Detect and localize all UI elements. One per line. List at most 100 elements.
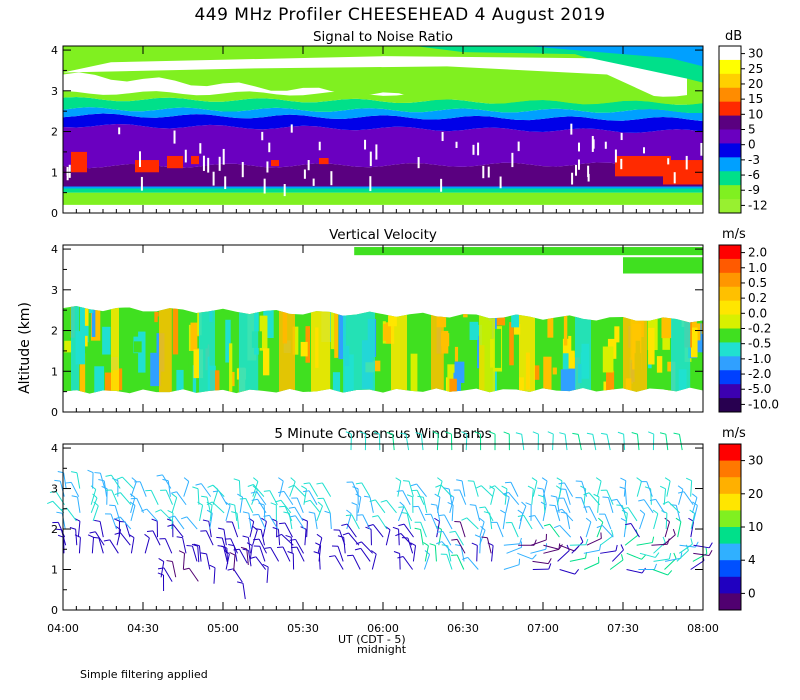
wind-barb (565, 489, 571, 505)
colorbar-swatch (719, 171, 741, 186)
wind-barb (109, 539, 119, 554)
wind-barb-flag (489, 485, 495, 489)
velocity-cell (83, 335, 88, 347)
wind-barb (277, 529, 281, 546)
wind-barb-flag (403, 480, 410, 482)
wind-barb-flag (558, 544, 563, 550)
wind-barb-flag (620, 517, 627, 522)
wind-barb-flag (548, 563, 552, 570)
wind-barb (449, 497, 455, 513)
wind-barb-flag (641, 567, 646, 574)
wind-barb (420, 529, 424, 546)
snr-gap (517, 141, 520, 152)
wind-barb (124, 521, 131, 538)
velocity-cell (543, 356, 552, 391)
wind-barb (317, 537, 323, 554)
wind-barb (186, 516, 198, 530)
colorbar-swatch (719, 560, 741, 578)
wind-barb-flag (461, 431, 468, 435)
colorbar-swatch (719, 314, 741, 329)
wind-barb (283, 491, 294, 506)
snr-red-patch (167, 155, 183, 169)
wind-barb-flag (580, 485, 586, 490)
velocity-upper-band-right (623, 257, 703, 274)
wind-barb-flag (365, 526, 372, 530)
wind-barb (690, 560, 705, 570)
velocity-streak (199, 306, 215, 394)
wind-barb-flag (167, 524, 174, 527)
wind-barb-flag (558, 482, 565, 485)
wind-barb-flag (342, 532, 349, 536)
wind-barb (245, 498, 254, 514)
wind-barb (494, 485, 507, 497)
wind-barb (405, 434, 410, 451)
wind-barb (150, 490, 159, 505)
wind-barb-flag (288, 506, 295, 509)
wind-barb (448, 488, 453, 505)
colorbar-label: 30 (748, 454, 763, 468)
wind-barb (677, 521, 682, 538)
wind-barb-flag (437, 477, 443, 482)
wind-barb-flag (233, 548, 240, 551)
wind-barb-flag (572, 432, 579, 435)
wind-barb-flag (285, 534, 292, 538)
wind-barb-flag (252, 485, 258, 491)
wind-barb-flag (406, 494, 413, 498)
velocity-cell (259, 315, 268, 351)
wind-barb-flag (151, 518, 158, 522)
wind-barb-flag (531, 477, 538, 482)
wind-barb-flag (690, 538, 693, 545)
wind-barb-flag (217, 527, 225, 530)
velocity-cell (606, 370, 615, 394)
wind-barb-flag (481, 536, 488, 539)
wind-barb (479, 530, 486, 546)
wind-barb (90, 497, 98, 514)
colorbar-label: -9 (748, 183, 760, 197)
colorbar-label: 0 (748, 586, 756, 600)
wind-barb-flag (380, 499, 387, 503)
wind-barb-flag (47, 500, 53, 505)
wind-barb (226, 548, 229, 565)
wind-barb (172, 524, 184, 538)
wind-barb (542, 505, 547, 522)
wind-barb-flag (708, 542, 713, 549)
wind-barb-flag (449, 530, 456, 533)
wind-barb (308, 490, 318, 505)
snr-gap (685, 155, 688, 170)
snr-gap (268, 142, 271, 153)
wind-barb-flag (386, 432, 393, 435)
wind-barb (116, 529, 122, 546)
wind-barb (198, 545, 202, 562)
velocity-cell (454, 361, 465, 383)
wind-barb (209, 504, 213, 521)
wind-barb-flag (708, 549, 713, 556)
wind-barb-flag (364, 495, 371, 498)
colorbar-swatch (719, 460, 741, 478)
wind-barb-flag (415, 432, 422, 435)
wind-barb (92, 505, 99, 522)
wind-barb (200, 483, 212, 497)
colorbar-label: -12 (748, 198, 768, 212)
wind-barb-flag (619, 486, 626, 490)
x-tick-label: 06:00 (367, 622, 399, 635)
wind-barb-flag (429, 543, 436, 546)
wind-barb-flag (392, 526, 399, 530)
wind-barb (372, 524, 384, 538)
wind-barb-flag (247, 484, 254, 487)
velocity-streak (575, 306, 591, 394)
wind-barb-flag (253, 538, 260, 541)
wind-barb-flag (685, 477, 692, 482)
wind-barb-flag (489, 431, 496, 435)
snr-layer (63, 162, 703, 187)
wind-barb (586, 538, 602, 546)
wind-barb (234, 504, 238, 521)
wind-barb-flag (689, 509, 695, 514)
wind-barb (385, 529, 391, 546)
wind-barb (90, 489, 97, 505)
wind-barb (199, 505, 204, 522)
snr-gap (199, 143, 202, 154)
y-tick-label: 4 (51, 442, 58, 455)
snr-gap (477, 142, 480, 156)
wind-barb-flag (308, 511, 315, 514)
wind-barb-flag (373, 431, 380, 435)
